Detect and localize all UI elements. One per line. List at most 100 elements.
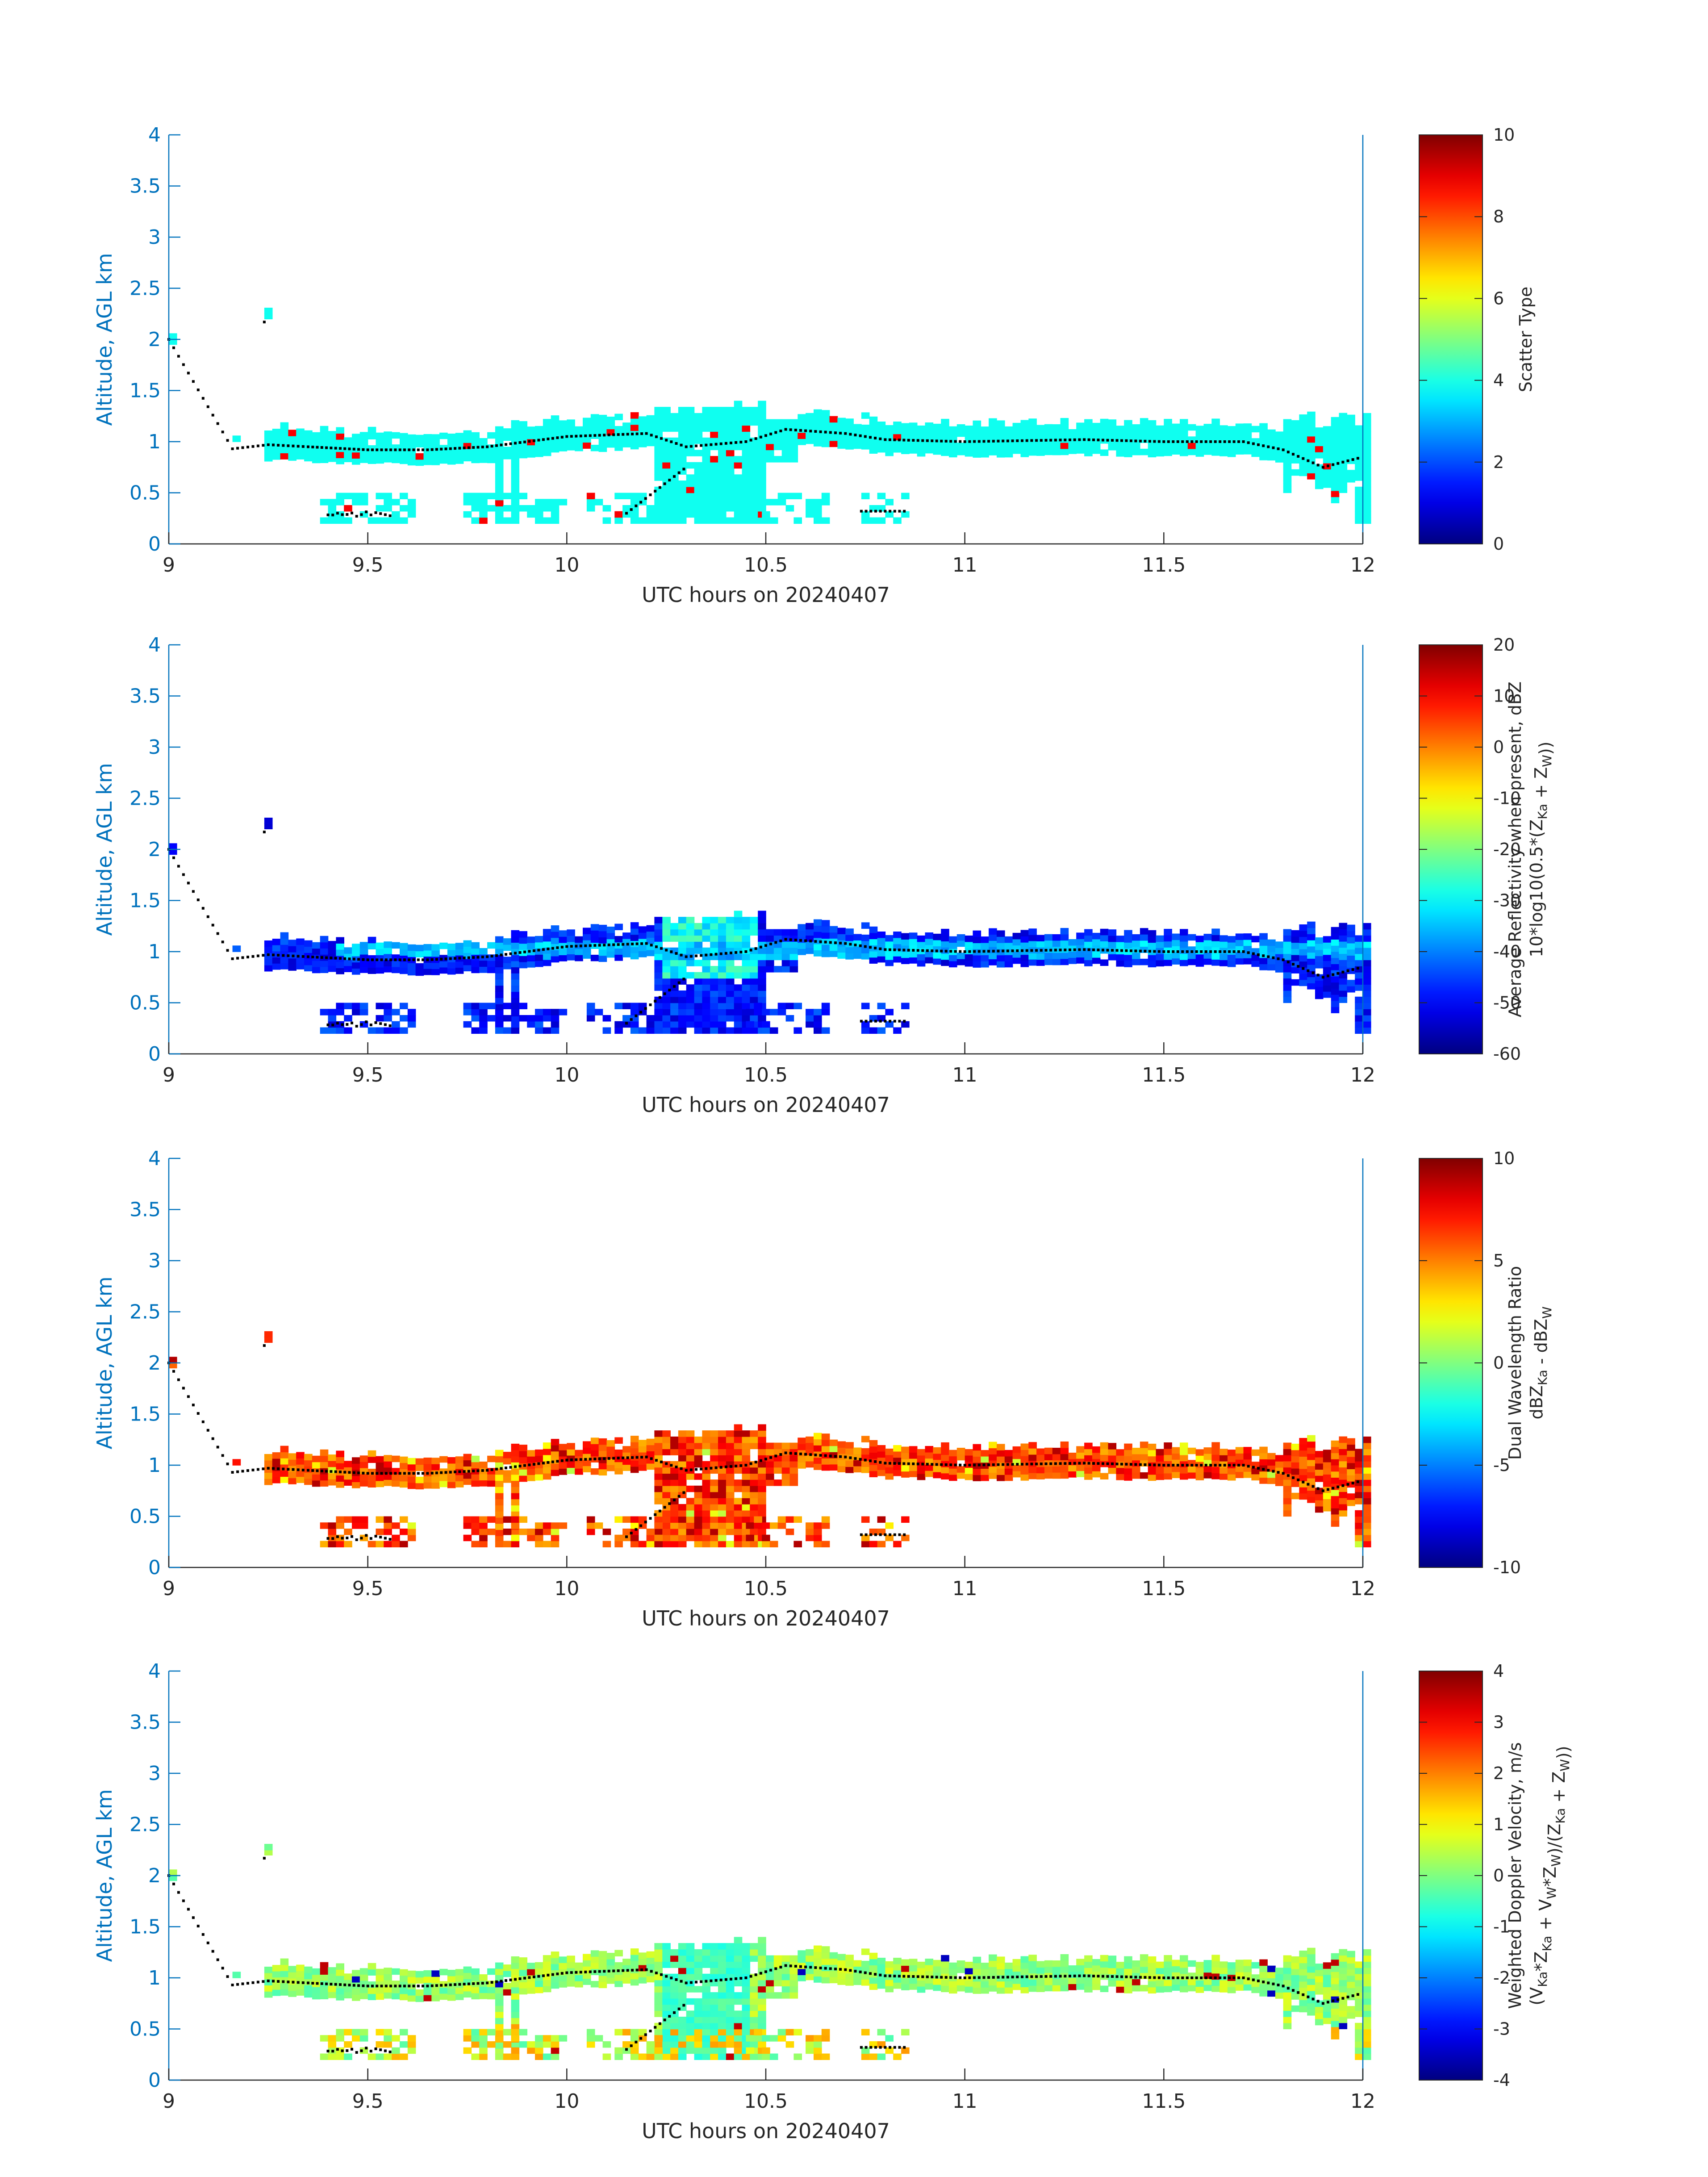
heatmap-cell bbox=[519, 1969, 527, 1976]
heatmap-cell bbox=[762, 1534, 770, 1542]
heatmap-cell bbox=[1156, 450, 1165, 457]
cloud-base-marker bbox=[267, 953, 270, 956]
cloud-base-marker bbox=[1016, 949, 1019, 952]
heatmap-cell bbox=[758, 1510, 766, 1517]
heatmap-cell bbox=[885, 449, 894, 456]
heatmap-cell bbox=[1004, 1456, 1013, 1463]
heatmap-cell bbox=[789, 419, 798, 426]
cloud-base-marker bbox=[854, 944, 857, 947]
cloud-base-marker bbox=[949, 1463, 952, 1467]
heatmap-cell bbox=[694, 1522, 703, 1529]
cloud-base-marker bbox=[944, 1463, 948, 1466]
cloud-base-marker bbox=[1002, 1463, 1005, 1466]
heatmap-cell bbox=[336, 439, 344, 446]
cloud-base-marker bbox=[1011, 439, 1014, 443]
heatmap-cell bbox=[1323, 1492, 1332, 1499]
cloud-base-marker bbox=[1102, 1462, 1104, 1465]
heatmap-cell bbox=[814, 1976, 822, 1983]
cloud-base-marker bbox=[1035, 1462, 1038, 1466]
heatmap-cell bbox=[630, 1960, 639, 1968]
heatmap-cell bbox=[670, 1961, 679, 1968]
cloud-base-marker bbox=[263, 1344, 266, 1347]
heatmap-cell bbox=[598, 1963, 607, 1970]
cloud-base-marker bbox=[584, 1458, 587, 1461]
cloud-base-marker bbox=[997, 949, 1000, 953]
heatmap-cell bbox=[1060, 1472, 1069, 1479]
heatmap-cell bbox=[551, 1015, 560, 1022]
heatmap-cell bbox=[702, 1015, 710, 1022]
heatmap-cell bbox=[590, 420, 599, 427]
heatmap-cell bbox=[909, 1471, 918, 1477]
cloud-base-marker bbox=[649, 493, 652, 497]
heatmap-cell bbox=[407, 1522, 416, 1529]
heatmap-cell bbox=[742, 1516, 751, 1523]
heatmap-cell bbox=[423, 950, 432, 957]
heatmap-cell bbox=[455, 1969, 464, 1976]
heatmap-cell bbox=[670, 953, 679, 961]
heatmap-cell bbox=[1331, 976, 1340, 983]
heatmap-cell bbox=[861, 1448, 870, 1455]
heatmap-cell bbox=[519, 961, 527, 969]
heatmap-cell bbox=[702, 972, 710, 979]
cloud-base-marker bbox=[1144, 1463, 1147, 1466]
heatmap-cell bbox=[742, 1003, 751, 1009]
heatmap-cell bbox=[861, 953, 870, 960]
cloud-base-marker bbox=[326, 1024, 330, 1026]
heatmap-cell bbox=[726, 1015, 735, 1022]
y-tick-label: 3.5 bbox=[129, 175, 161, 198]
cloud-base-marker bbox=[940, 949, 943, 953]
heatmap-cell bbox=[686, 996, 695, 1003]
heatmap-cell bbox=[1100, 941, 1109, 948]
heatmap-cell bbox=[766, 1449, 774, 1455]
heatmap-cell bbox=[1323, 444, 1332, 451]
heatmap-cell bbox=[1012, 422, 1021, 430]
heatmap-cell bbox=[463, 436, 472, 443]
heatmap-cell bbox=[1339, 935, 1348, 942]
cloud-base-marker bbox=[794, 939, 797, 941]
cloud-base-marker bbox=[371, 1472, 374, 1475]
heatmap-cell bbox=[869, 957, 878, 964]
heatmap-cell bbox=[1299, 943, 1307, 949]
heatmap-cell bbox=[1331, 1471, 1340, 1478]
heatmap-cell bbox=[495, 488, 504, 494]
heatmap-cell bbox=[519, 1003, 527, 1009]
heatmap-cell bbox=[702, 1998, 710, 2005]
cloud-base-marker bbox=[1223, 440, 1226, 443]
heatmap-cell bbox=[1148, 1468, 1157, 1475]
cloud-base-marker bbox=[622, 433, 625, 436]
heatmap-cell bbox=[1028, 425, 1037, 431]
cloud-base-marker bbox=[1144, 949, 1147, 953]
heatmap-cell bbox=[678, 1968, 687, 1974]
cloud-base-marker bbox=[1054, 949, 1057, 952]
heatmap-cell bbox=[304, 1478, 313, 1485]
heatmap-cell bbox=[909, 429, 918, 435]
heatmap-cell bbox=[726, 1949, 735, 1956]
cloud-base-marker bbox=[1044, 439, 1048, 442]
heatmap-cell bbox=[519, 1982, 527, 1989]
heatmap-cell bbox=[1227, 1450, 1236, 1456]
heatmap-cell bbox=[1092, 939, 1101, 946]
heatmap-cell bbox=[463, 958, 472, 965]
heatmap-cell bbox=[1140, 940, 1148, 947]
heatmap-cell bbox=[495, 1462, 504, 1469]
cloud-base-marker bbox=[1016, 439, 1019, 442]
heatmap-cell bbox=[328, 1992, 337, 1998]
heatmap-cell bbox=[646, 1951, 655, 1958]
heatmap-cell bbox=[511, 1993, 520, 2000]
cloud-base-marker bbox=[859, 1458, 862, 1461]
cloud-base-marker bbox=[241, 1470, 244, 1473]
heatmap-cell bbox=[1211, 449, 1220, 456]
heatmap-cell bbox=[766, 1461, 774, 1468]
heatmap-cell bbox=[773, 1467, 782, 1474]
cloud-base-marker bbox=[1129, 1463, 1132, 1466]
heatmap-cell bbox=[1339, 990, 1348, 997]
cloud-base-marker bbox=[1153, 440, 1156, 443]
heatmap-cell bbox=[487, 1455, 496, 1462]
heatmap-cell bbox=[1339, 960, 1348, 966]
cloud-base-marker bbox=[584, 944, 587, 947]
cloud-base-marker bbox=[346, 1023, 349, 1026]
heatmap-cell bbox=[1020, 1443, 1029, 1450]
heatmap-cell bbox=[1211, 959, 1220, 966]
heatmap-cell bbox=[734, 2035, 743, 2042]
heatmap-cell bbox=[590, 1468, 599, 1475]
